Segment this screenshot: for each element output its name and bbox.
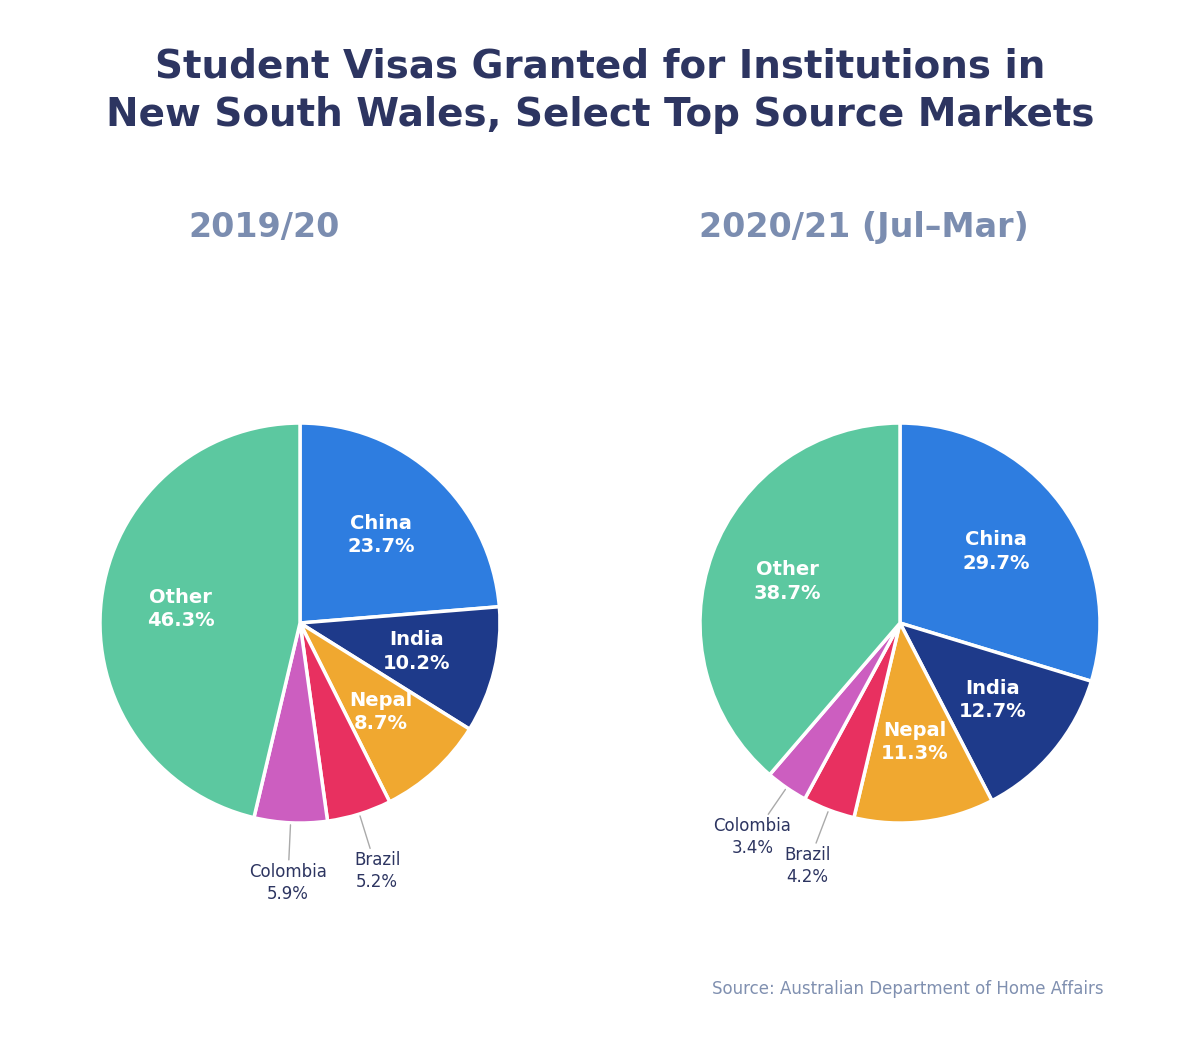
Text: India
12.7%: India 12.7% [959, 679, 1026, 721]
Text: Brazil
5.2%: Brazil 5.2% [354, 816, 401, 891]
Text: India
10.2%: India 10.2% [383, 630, 450, 673]
Text: Nepal
11.3%: Nepal 11.3% [881, 721, 948, 763]
Wedge shape [254, 623, 328, 823]
Wedge shape [769, 623, 900, 799]
Wedge shape [300, 607, 500, 729]
Text: Colombia
5.9%: Colombia 5.9% [248, 825, 326, 903]
Wedge shape [854, 623, 992, 823]
Wedge shape [805, 623, 900, 817]
Text: China
23.7%: China 23.7% [348, 513, 415, 557]
Text: Brazil
4.2%: Brazil 4.2% [784, 812, 830, 886]
Text: Colombia
3.4%: Colombia 3.4% [714, 790, 792, 857]
Wedge shape [700, 423, 900, 775]
Wedge shape [300, 623, 390, 822]
Text: Student Visas Granted for Institutions in
New South Wales, Select Top Source Mar: Student Visas Granted for Institutions i… [106, 48, 1094, 134]
Text: Source: Australian Department of Home Affairs: Source: Australian Department of Home Af… [713, 980, 1104, 998]
Text: 2019/20: 2019/20 [188, 211, 340, 244]
Text: Other
46.3%: Other 46.3% [146, 588, 215, 630]
Wedge shape [300, 423, 499, 623]
Text: China
29.7%: China 29.7% [962, 530, 1030, 572]
Text: Nepal
8.7%: Nepal 8.7% [349, 691, 413, 733]
Text: Other
38.7%: Other 38.7% [754, 560, 821, 603]
Text: 2020/21 (Jul–Mar): 2020/21 (Jul–Mar) [700, 211, 1028, 244]
Wedge shape [300, 623, 469, 802]
Wedge shape [900, 623, 1091, 800]
Wedge shape [900, 423, 1100, 681]
Wedge shape [100, 423, 300, 817]
